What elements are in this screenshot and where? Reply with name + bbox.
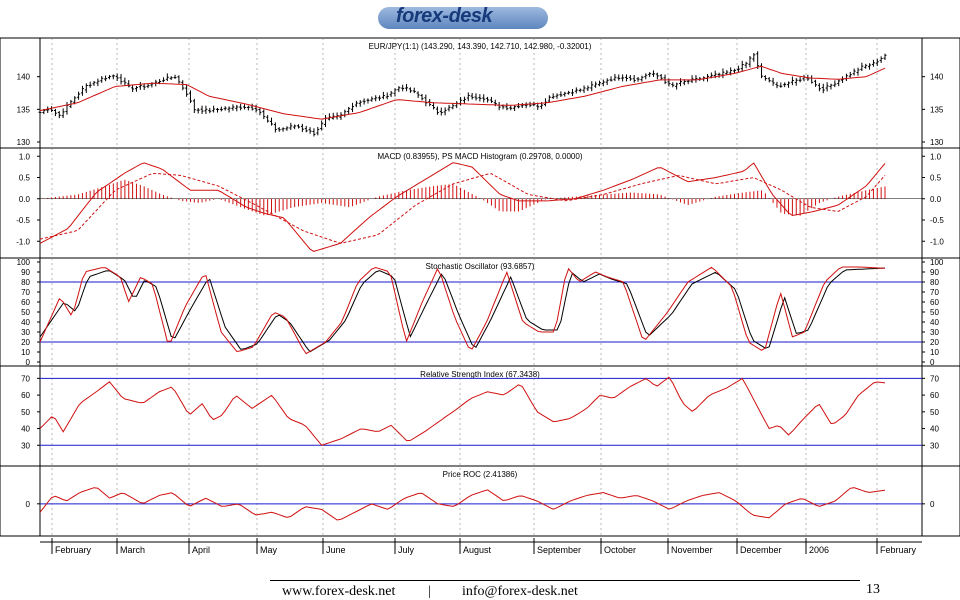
macd-ytick-right: -0.5 <box>930 216 944 225</box>
stochastic-ytick-left: 70 <box>21 288 30 297</box>
month-label: May <box>260 545 278 555</box>
month-axis: February March April May June July August Septe… <box>40 538 922 555</box>
rsi-title: Relative Strength Index (67.3438) <box>420 370 540 379</box>
month-label: December <box>740 545 782 555</box>
stochastic-ytick-left: 60 <box>21 298 30 307</box>
roc-panel: 0 0 Price ROC (2.41386) <box>26 470 935 521</box>
panel-frame-3 <box>0 365 960 467</box>
stochastic-ytick-right: 20 <box>930 338 939 347</box>
stochastic-ytick-right: 80 <box>930 278 939 287</box>
roc-title: Price ROC (2.41386) <box>443 470 518 479</box>
month-label: November <box>671 545 713 555</box>
panel-frame-4 <box>0 465 960 537</box>
stochastic-k-line <box>39 266 886 355</box>
macd-ytick-left: -1.0 <box>16 237 30 246</box>
rsi-ytick-left: 40 <box>21 425 30 434</box>
stochastic-title: Stochastic Oscillator (93.6857) <box>426 262 535 271</box>
stochastic-ytick-left: 80 <box>21 278 30 287</box>
macd-ytick-left: 0.5 <box>19 174 31 183</box>
rsi-ytick-right: 30 <box>930 441 939 450</box>
page-footer: www.forex-desk.net | info@forex-desk.net… <box>0 580 960 600</box>
price-ytick-left: 130 <box>17 138 31 147</box>
stochastic-ytick-left: 10 <box>21 348 30 357</box>
macd-ytick-left: 1.0 <box>19 152 31 161</box>
month-label: February <box>880 545 917 555</box>
rsi-ytick-right: 60 <box>930 391 939 400</box>
macd-ytick-right: 0.5 <box>930 174 942 183</box>
macd-ytick-right: 1.0 <box>930 152 942 161</box>
price-ytick-right: 130 <box>930 138 944 147</box>
stochastic-ytick-left: 40 <box>21 318 30 327</box>
stochastic-ytick-right: 40 <box>930 318 939 327</box>
macd-signal-line <box>39 172 886 244</box>
stochastic-ytick-right: 10 <box>930 348 939 357</box>
rsi-ytick-right: 70 <box>930 374 939 383</box>
roc-line <box>39 487 886 521</box>
macd-title: MACD (0.83955), PS MACD Histogram (0.297… <box>378 152 583 161</box>
stochastic-ytick-right: 70 <box>930 288 939 297</box>
stochastic-ytick-left: 20 <box>21 338 30 347</box>
stochastic-ytick-left: 0 <box>26 358 31 367</box>
stochastic-ytick-left: 50 <box>21 308 30 317</box>
month-label: July <box>398 545 415 555</box>
month-label: April <box>192 545 210 555</box>
page-number: 13 <box>866 582 880 597</box>
month-label: August <box>463 545 492 555</box>
price-ytick-right: 140 <box>930 73 944 82</box>
price-panel: 130 130 135 135 140 140 EUR/JPY(1:1) (143.290,… <box>17 42 944 147</box>
month-label: March <box>120 545 145 555</box>
forex-desk-logo: forex-desk <box>378 3 558 33</box>
roc-ytick-right: 0 <box>930 500 935 509</box>
price-ytick-left: 140 <box>17 73 31 82</box>
footer-rule <box>270 580 860 581</box>
technical-chart: 130 130 135 135 140 140 EUR/JPY(1:1) (143.290,… <box>0 37 960 555</box>
logo-text: forex-desk <box>396 5 493 27</box>
macd-line <box>39 162 886 252</box>
rsi-ytick-left: 50 <box>21 408 30 417</box>
stochastic-ytick-left: 30 <box>21 328 30 337</box>
footer-email[interactable]: info@forex-desk.net <box>462 584 578 599</box>
stochastic-ytick-right: 90 <box>930 268 939 277</box>
rsi-ytick-left: 30 <box>21 441 30 450</box>
month-label: 2006 <box>809 545 829 555</box>
macd-ytick-left: -0.5 <box>16 216 30 225</box>
rsi-ytick-left: 60 <box>21 391 30 400</box>
rsi-line <box>39 376 886 446</box>
price-title: EUR/JPY(1:1) (143.290, 143.390, 142.710,… <box>369 42 592 51</box>
stochastic-ytick-left: 100 <box>17 258 31 267</box>
macd-ytick-right: -1.0 <box>930 237 944 246</box>
footer-separator: | <box>428 584 431 599</box>
stochastic-ytick-right: 60 <box>930 298 939 307</box>
stochastic-ytick-left: 90 <box>21 268 30 277</box>
stochastic-d-line <box>39 267 886 353</box>
stochastic-ytick-right: 100 <box>930 258 944 267</box>
roc-ytick-left: 0 <box>26 500 31 509</box>
stochastic-ytick-right: 30 <box>930 328 939 337</box>
vertical-grid <box>51 38 878 536</box>
footer-website[interactable]: www.forex-desk.net <box>282 584 396 599</box>
month-label: June <box>326 545 346 555</box>
stochastic-ytick-right: 0 <box>930 358 935 367</box>
month-label: September <box>537 545 581 555</box>
month-label: October <box>604 545 636 555</box>
price-ytick-left: 135 <box>17 105 31 114</box>
rsi-ytick-right: 50 <box>930 408 939 417</box>
macd-ytick-right: 0.0 <box>930 195 942 204</box>
panel-frame-0 <box>0 37 960 149</box>
panel-frames <box>0 37 960 537</box>
price-ytick-right: 135 <box>930 105 944 114</box>
rsi-panel: 70 70 60 60 50 50 40 40 30 30 Relative Strength In… <box>21 370 939 450</box>
logo-badge <box>378 7 548 29</box>
macd-panel: 1.0 1.0 0.5 0.5 0.0 0.0 -0.5 -0.5 -1.0 -1.0 MACD (… <box>16 152 944 252</box>
moving-average-line <box>39 65 886 120</box>
month-label: February <box>55 545 92 555</box>
rsi-ytick-right: 40 <box>930 425 939 434</box>
rsi-ytick-left: 70 <box>21 374 30 383</box>
macd-ytick-left: 0.0 <box>19 195 31 204</box>
stochastic-ytick-right: 50 <box>930 308 939 317</box>
